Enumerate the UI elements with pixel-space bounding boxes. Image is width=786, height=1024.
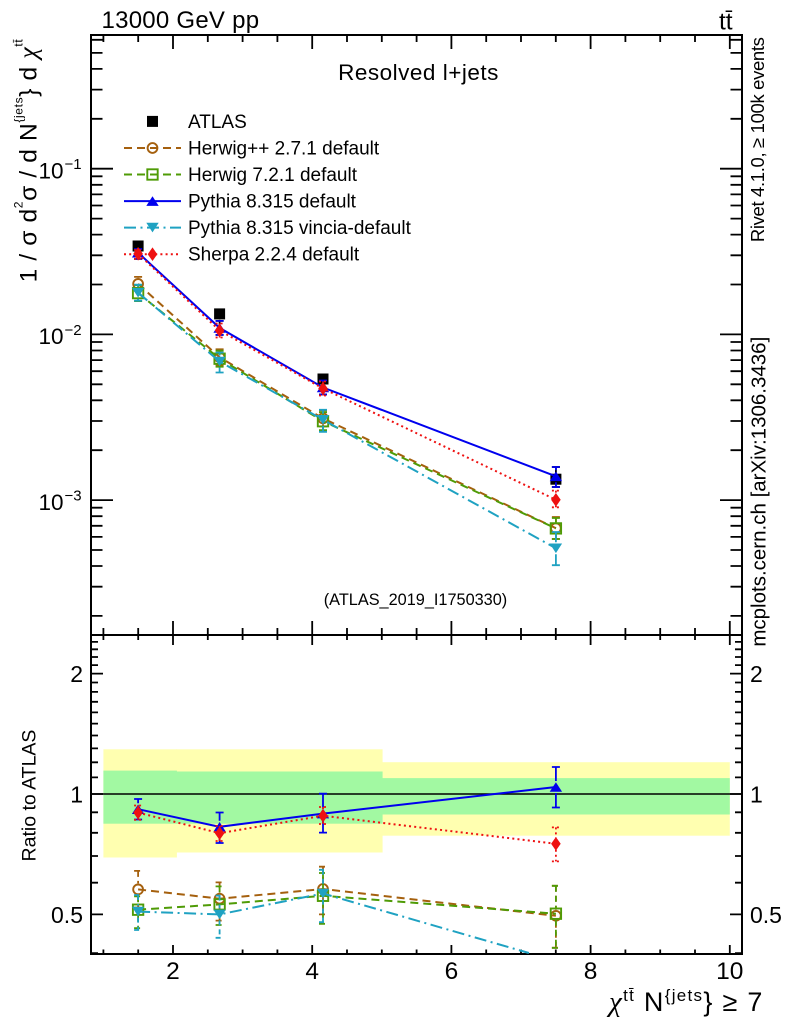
- svg-text:2: 2: [70, 661, 83, 687]
- svg-text:1: 1: [750, 782, 763, 808]
- svg-text:10: 10: [38, 324, 63, 349]
- svg-text:6: 6: [445, 958, 459, 985]
- svg-text:mcplots.cern.ch [arXiv:1306.34: mcplots.cern.ch [arXiv:1306.3436]: [748, 337, 771, 647]
- svg-text:10: 10: [38, 159, 63, 184]
- svg-text:8: 8: [584, 958, 598, 985]
- svg-text:10: 10: [38, 490, 63, 515]
- svg-text:Pythia 8.315 vincia-default: Pythia 8.315 vincia-default: [188, 218, 412, 239]
- svg-text:1: 1: [70, 782, 83, 808]
- svg-text:0.5: 0.5: [750, 902, 782, 928]
- svg-text:(ATLAS_2019_I1750330): (ATLAS_2019_I1750330): [324, 591, 507, 609]
- svg-text:10: 10: [716, 958, 743, 985]
- svg-text:Herwig 7.2.1 default: Herwig 7.2.1 default: [188, 165, 358, 186]
- svg-text:−3: −3: [65, 488, 82, 505]
- svg-text:Resolved l+jets: Resolved l+jets: [338, 60, 499, 85]
- svg-text:Pythia 8.315 default: Pythia 8.315 default: [188, 192, 357, 213]
- svg-text:−1: −1: [65, 156, 82, 173]
- svg-text:2: 2: [750, 661, 763, 687]
- svg-text:Sherpa 2.2.4 default: Sherpa 2.2.4 default: [188, 245, 360, 266]
- svg-text:tt̄: tt̄: [719, 9, 733, 36]
- svg-text:0.5: 0.5: [51, 902, 83, 928]
- svg-text:4: 4: [305, 958, 319, 985]
- svg-text:−2: −2: [65, 322, 82, 339]
- svg-text:13000 GeV pp: 13000 GeV pp: [102, 7, 260, 34]
- svg-text:ATLAS: ATLAS: [188, 112, 247, 133]
- svg-text:Herwig++ 2.7.1 default: Herwig++ 2.7.1 default: [188, 139, 380, 160]
- svg-text:χtt̄ N{jets} ≥ 7: χtt̄ N{jets} ≥ 7: [606, 986, 764, 1018]
- svg-text:Ratio to ATLAS: Ratio to ATLAS: [19, 730, 41, 862]
- svg-text:1 / σ d2σ / d N{jets} d χtt̄: 1 / σ d2σ / d N{jets} d χtt̄: [12, 39, 43, 283]
- svg-text:Rivet 4.1.0, ≥ 100k events: Rivet 4.1.0, ≥ 100k events: [747, 37, 768, 242]
- svg-text:2: 2: [166, 958, 180, 985]
